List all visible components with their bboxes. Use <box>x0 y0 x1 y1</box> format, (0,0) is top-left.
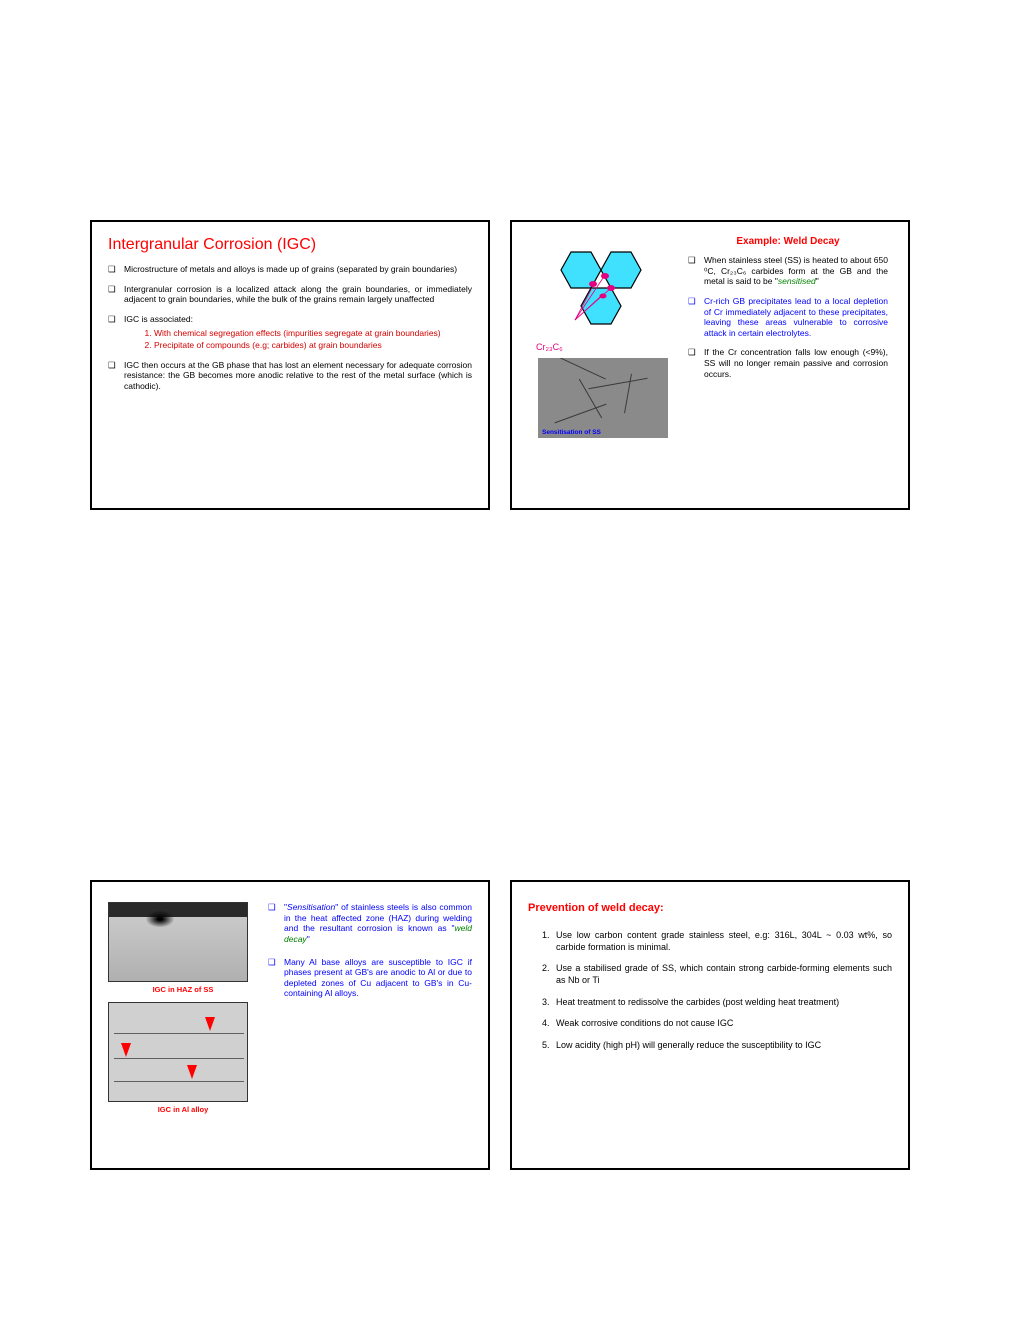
hexagon-diagram <box>533 236 673 336</box>
sem-caption: Sensitisation of SS <box>542 429 601 436</box>
sub-item: With chemical segregation effects (impur… <box>154 328 472 339</box>
bullet-item: Microstructure of metals and alloys is m… <box>108 264 472 275</box>
al-caption: IGC in Al alloy <box>108 1105 258 1114</box>
text-span: " <box>307 934 310 944</box>
italic-term: Sensitisation <box>287 902 335 912</box>
bullet-text: IGC is associated: <box>124 314 193 324</box>
bullet-list: When stainless steel (SS) is heated to a… <box>688 255 888 379</box>
diagram-column: Cr₂₃C₆ Sensitisation of SS <box>528 236 678 438</box>
hex-label: Cr₂₃C₆ <box>536 342 563 352</box>
text-column: "Sensitisation" of stainless steels is a… <box>268 902 472 1122</box>
italic-term: sensitised <box>778 276 816 286</box>
list-item: Low acidity (high pH) will generally red… <box>552 1040 892 1052</box>
bullet-list: Microstructure of metals and alloys is m… <box>108 264 472 392</box>
list-item: Use a stabilised grade of SS, which cont… <box>552 963 892 986</box>
two-column-layout: Cr₂₃C₆ Sensitisation of SS Example: Weld… <box>528 236 892 438</box>
arrow-icon <box>121 1043 131 1057</box>
sub-list: With chemical segregation effects (impur… <box>124 328 472 351</box>
haz-image <box>108 902 248 982</box>
page-2: IGC in HAZ of SS IGC in Al alloy " Sensit… <box>0 660 1020 1320</box>
arrow-icon <box>187 1065 197 1079</box>
list-item: Heat treatment to redissolve the carbide… <box>552 997 892 1009</box>
text-span: " <box>816 276 819 286</box>
example-subtitle: Example: Weld Decay <box>688 236 888 247</box>
bullet-item: IGC then occurs at the GB phase that has… <box>108 360 472 392</box>
two-column-layout: IGC in HAZ of SS IGC in Al alloy " Sensit… <box>108 902 472 1122</box>
bullet-item: Cr-rich GB precipitates lead to a local … <box>688 296 888 339</box>
arrow-icon <box>205 1017 215 1031</box>
slide-title: Intergranular Corrosion (IGC) <box>108 236 472 254</box>
hexagon-svg <box>533 236 673 336</box>
bullet-item: Intergranular corrosion is a localized a… <box>108 284 472 305</box>
prevention-subtitle: Prevention of weld decay: <box>528 902 892 914</box>
ordered-list: Use low carbon content grade stainless s… <box>528 930 892 1052</box>
page-1: Intergranular Corrosion (IGC) Microstruc… <box>0 0 1020 660</box>
bullet-item: When stainless steel (SS) is heated to a… <box>688 255 888 287</box>
sub-item: Precipitate of compounds (e.g; carbides)… <box>154 340 472 351</box>
slide-weld-decay: Cr₂₃C₆ Sensitisation of SS Example: Weld… <box>510 220 910 510</box>
sem-image: Sensitisation of SS <box>538 358 668 438</box>
haz-caption: IGC in HAZ of SS <box>108 985 258 994</box>
list-item: Weak corrosive conditions do not cause I… <box>552 1018 892 1030</box>
al-alloy-image <box>108 1002 248 1102</box>
slide-prevention: Prevention of weld decay: Use low carbon… <box>510 880 910 1170</box>
bullet-item: IGC is associated: With chemical segrega… <box>108 314 472 351</box>
bullet-list: "Sensitisation" of stainless steels is a… <box>268 902 472 999</box>
slide-sensitisation: IGC in HAZ of SS IGC in Al alloy " Sensit… <box>90 880 490 1170</box>
image-column: IGC in HAZ of SS IGC in Al alloy <box>108 902 258 1122</box>
list-item: Use low carbon content grade stainless s… <box>552 930 892 953</box>
bullet-item: "Sensitisation" of stainless steels is a… <box>268 902 472 945</box>
slide-igc: Intergranular Corrosion (IGC) Microstruc… <box>90 220 490 510</box>
bullet-item: If the Cr concentration falls low enough… <box>688 347 888 379</box>
text-column: Example: Weld Decay When stainless steel… <box>688 236 888 438</box>
bullet-item: Many Al base alloys are susceptible to I… <box>268 957 472 1000</box>
